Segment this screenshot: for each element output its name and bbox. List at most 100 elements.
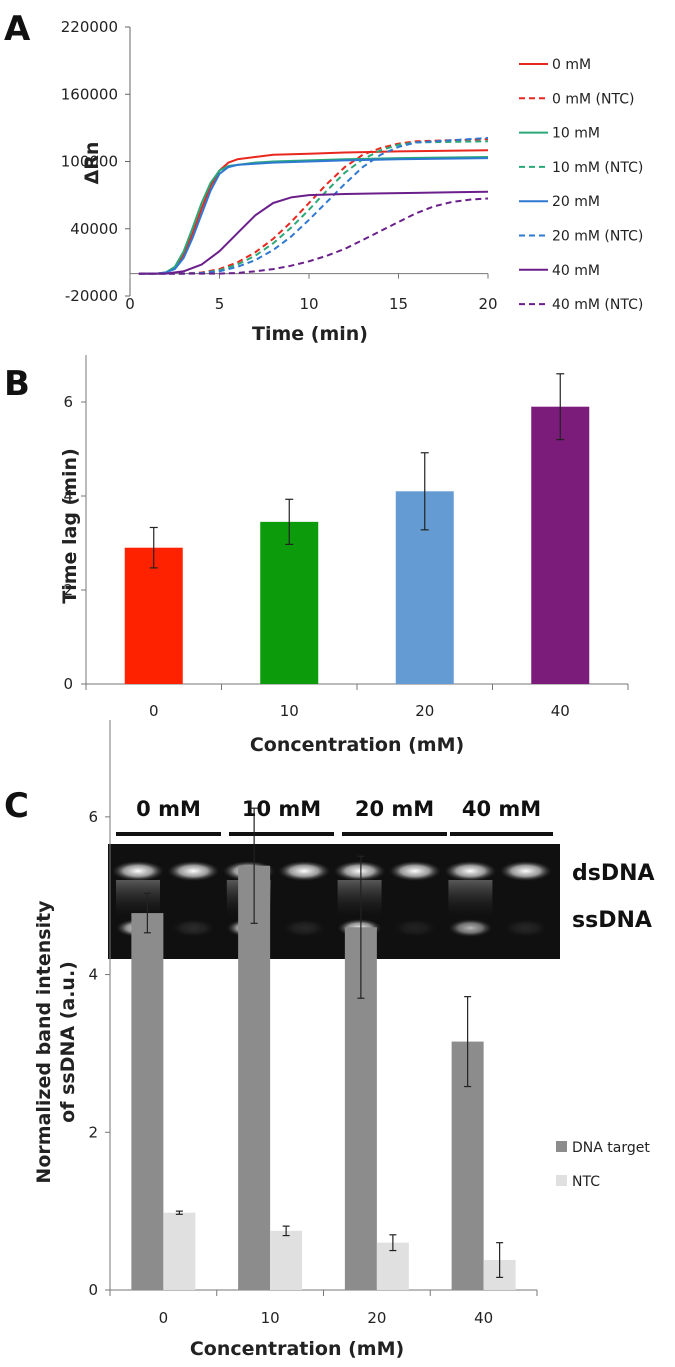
dsdna-band bbox=[112, 861, 164, 881]
grouped-bar-chart-y-ticks: 0 2 4 6 bbox=[88, 808, 98, 1299]
legend-label: 20 mM bbox=[552, 194, 600, 210]
gel-smear bbox=[337, 880, 382, 918]
x-tick-label: 40 bbox=[551, 702, 570, 720]
dsdna-band bbox=[444, 861, 497, 881]
legend-label: 0 mM bbox=[552, 57, 591, 73]
band-label-dsdna: dsDNA bbox=[572, 861, 655, 886]
legend-swatch bbox=[556, 1175, 567, 1186]
series-line-20-mm-ntc bbox=[138, 137, 489, 275]
series-line-20-mm bbox=[138, 157, 489, 275]
grouped-bar-chart-x-ticks: 0 10 20 40 bbox=[159, 1309, 494, 1327]
y-tick-label: 2 bbox=[63, 581, 73, 599]
series-line-10-mm bbox=[138, 156, 489, 275]
bar-0 bbox=[124, 547, 183, 684]
bar-chart-bars bbox=[124, 406, 590, 684]
x-tick-label: 0 bbox=[125, 295, 135, 313]
y-tick-label: 0 bbox=[63, 675, 73, 693]
x-tick-label: 10 bbox=[261, 1309, 280, 1327]
panel-b-letter: B bbox=[4, 364, 30, 404]
x-tick-label: 10 bbox=[280, 702, 299, 720]
x-tick-label: 10 bbox=[299, 295, 318, 313]
series-line-0-mm bbox=[138, 149, 489, 275]
grouped-bar-chart-error-bars bbox=[143, 807, 504, 1278]
lane-group-header: 10 mM bbox=[242, 797, 321, 821]
line-chart-x-ticks: 0 5 10 15 20 bbox=[125, 295, 497, 313]
dsdna-band bbox=[167, 861, 220, 881]
bar-chart-x-ticks: 0 10 20 40 bbox=[149, 702, 570, 720]
x-tick-label: 15 bbox=[389, 295, 408, 313]
grouped-bar-chart-bars bbox=[131, 865, 516, 1290]
y-tick-label: 40000 bbox=[70, 220, 118, 238]
x-tick-label: 0 bbox=[159, 1309, 169, 1327]
bar-dna-target-0 bbox=[131, 913, 164, 1290]
bar-10 bbox=[260, 521, 319, 684]
dsdna-band bbox=[499, 861, 552, 881]
x-tick-label: 40 bbox=[474, 1309, 493, 1327]
legend-label: DNA target bbox=[572, 1140, 650, 1156]
legend-label: 40 mM bbox=[552, 263, 600, 279]
dsdna-band bbox=[333, 861, 386, 881]
gel-lanes bbox=[112, 861, 552, 937]
lane-group-header: 40 mM bbox=[462, 797, 541, 821]
legend-swatch bbox=[556, 1141, 567, 1152]
line-chart-legend: 0 mM 0 mM (NTC) 10 mM 10 mM (NTC) 20 mM 20 mM… bbox=[519, 57, 643, 313]
legend-label: 0 mM (NTC) bbox=[552, 91, 634, 107]
y-tick-label: 2 bbox=[88, 1123, 98, 1141]
bar-40 bbox=[531, 406, 590, 684]
legend-label: NTC bbox=[572, 1174, 600, 1190]
grouped-bar-chart-x-label: Concentration (mM) bbox=[190, 1338, 404, 1360]
gel-smear bbox=[448, 880, 493, 918]
line-chart-x-label: Time (min) bbox=[252, 323, 368, 345]
bar-dna-target-10 bbox=[238, 865, 271, 1290]
y-tick-label: 100000 bbox=[61, 153, 118, 171]
x-tick-label: 20 bbox=[478, 295, 497, 313]
bar-chart-error-bars bbox=[149, 373, 565, 569]
dsdna-band bbox=[278, 861, 331, 881]
y-tick-label: 6 bbox=[63, 393, 73, 411]
y-tick-label: 4 bbox=[63, 487, 73, 505]
panel-a: A -20000 40000 100000 160000 220000 0 5 10 15 20… bbox=[4, 9, 643, 345]
ssdna-band bbox=[448, 919, 493, 937]
x-tick-label: 0 bbox=[149, 702, 159, 720]
dsdna-band bbox=[389, 861, 441, 881]
ssdna-band bbox=[282, 919, 327, 937]
bar-chart-y-ticks: 0 2 4 6 bbox=[63, 393, 73, 693]
ssdna-band bbox=[171, 919, 216, 937]
y-tick-label: 6 bbox=[88, 808, 98, 826]
line-chart-y-label: ΔRn bbox=[81, 142, 103, 185]
grouped-bar-chart-legend: DNA target NTC bbox=[556, 1140, 650, 1190]
grouped-bar-chart-y-label-line2: of ssDNA (a.u.) bbox=[57, 961, 79, 1123]
ssdna-band bbox=[503, 919, 548, 937]
ssdna-band bbox=[393, 919, 437, 937]
bar-chart-x-label: Concentration (mM) bbox=[250, 734, 464, 756]
panel-a-letter: A bbox=[4, 9, 31, 49]
grouped-bar-chart-y-label-line1: Normalized band intensity bbox=[33, 900, 55, 1184]
y-tick-label: 0 bbox=[88, 1281, 98, 1299]
panel-c-letter: C bbox=[4, 786, 29, 826]
bar-chart-y-label: Time lag (min) bbox=[59, 448, 81, 604]
x-tick-label: 20 bbox=[367, 1309, 386, 1327]
legend-label: 20 mM (NTC) bbox=[552, 229, 643, 245]
bar-ntc-10 bbox=[270, 1230, 303, 1290]
lane-group-header: 20 mM bbox=[355, 797, 434, 821]
bar-ntc-0 bbox=[163, 1212, 196, 1290]
gel-lane-group-headers: 0 mM 10 mM 20 mM 40 mM bbox=[116, 797, 553, 836]
x-tick-label: 20 bbox=[415, 702, 434, 720]
band-label-ssdna: ssDNA bbox=[572, 908, 652, 933]
y-tick-label: 220000 bbox=[61, 18, 118, 36]
gel-smear bbox=[116, 880, 160, 918]
series-line-40-mm bbox=[138, 190, 489, 275]
line-chart-series bbox=[138, 137, 489, 275]
legend-label: 40 mM (NTC) bbox=[552, 297, 643, 313]
y-tick-label: 4 bbox=[88, 966, 98, 984]
y-tick-label: 160000 bbox=[61, 85, 118, 103]
y-tick-label: -20000 bbox=[65, 287, 118, 305]
legend-label: 10 mM bbox=[552, 126, 600, 142]
series-line-40-mm-ntc bbox=[138, 197, 489, 275]
line-chart-y-ticks: -20000 40000 100000 160000 220000 bbox=[61, 18, 118, 305]
lane-group-header: 0 mM bbox=[136, 797, 201, 821]
panel-b: B 0 2 4 6 0 10 20 40 Time lag (min) Concentrat… bbox=[4, 355, 629, 756]
legend-label: 10 mM (NTC) bbox=[552, 160, 643, 176]
